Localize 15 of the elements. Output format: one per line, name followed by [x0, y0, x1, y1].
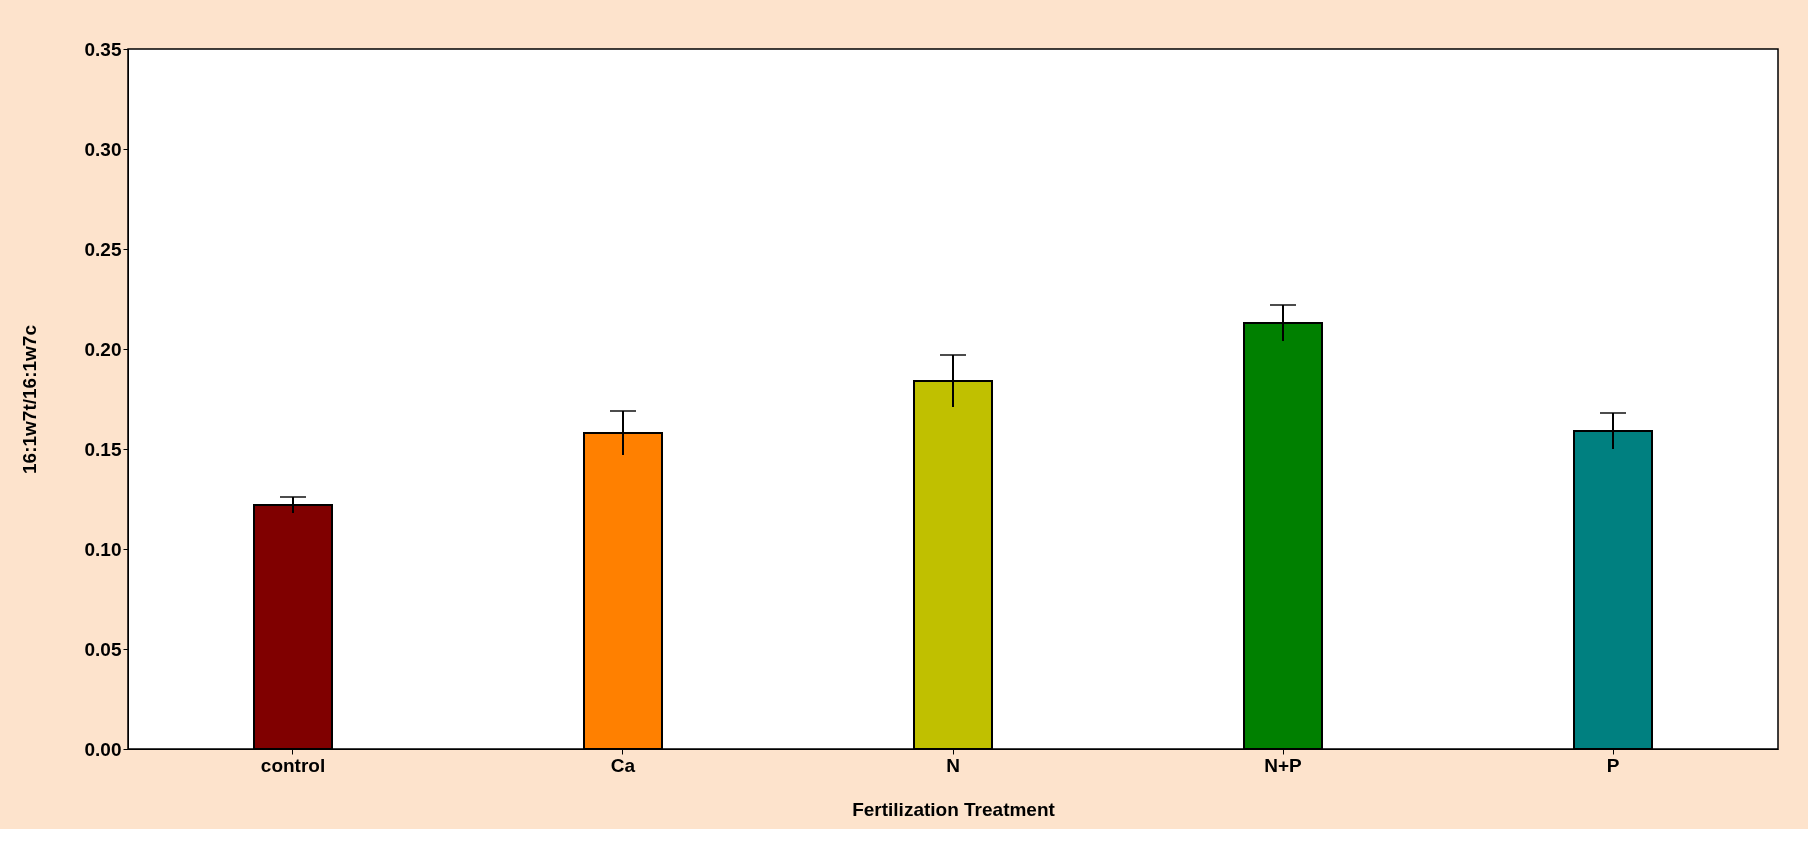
y-tick-label: 0.30 — [84, 138, 122, 160]
y-tick-label: 0.25 — [84, 238, 122, 260]
y-tick-label: 0.35 — [84, 38, 122, 60]
y-tick-label: 0.05 — [84, 638, 122, 660]
y-tick-label: 0.20 — [84, 338, 122, 360]
x-tick-label: N+P — [1264, 754, 1303, 776]
x-tick-label: Ca — [610, 754, 636, 776]
y-axis-title: 16:1w7t/16:1w7c — [18, 324, 40, 474]
x-axis-title: Fertilization Treatment — [852, 798, 1056, 820]
y-tick-label: 0.10 — [84, 538, 122, 560]
x-tick-label: control — [260, 754, 326, 776]
x-tick-label: N — [946, 754, 960, 776]
y-tick-label: 0.15 — [84, 438, 122, 460]
x-tick-label: P — [1606, 754, 1620, 776]
y-tick-label: 0.00 — [84, 738, 122, 760]
